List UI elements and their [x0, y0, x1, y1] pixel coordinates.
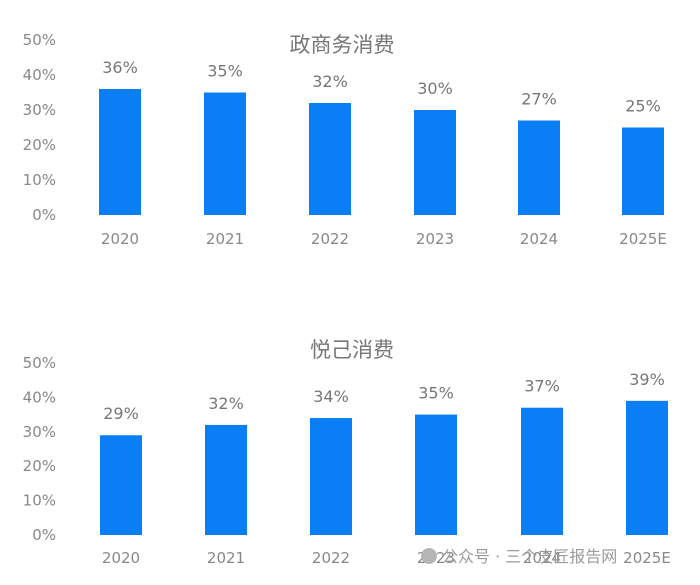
wechat-icon	[421, 548, 437, 564]
x-tick-label: 2022	[312, 549, 350, 567]
y-tick-label: 30%	[23, 101, 56, 119]
bar	[415, 414, 457, 535]
y-tick-label: 40%	[23, 66, 56, 84]
watermark: 公众号 · 三个皮匠报告网	[421, 547, 617, 566]
x-tick-label: 2025E	[623, 549, 671, 567]
data-label: 37%	[524, 377, 560, 396]
y-tick-label: 0%	[32, 206, 56, 224]
x-tick-label: 2020	[101, 230, 139, 248]
data-label: 35%	[207, 62, 243, 81]
watermark-text: 公众号 · 三个皮匠报告网	[442, 547, 617, 566]
y-tick-label: 50%	[23, 31, 56, 49]
data-label: 27%	[521, 90, 557, 109]
y-tick-label: 0%	[32, 526, 56, 544]
y-tick-label: 30%	[23, 423, 56, 441]
bar	[414, 110, 456, 215]
x-tick-label: 2022	[311, 230, 349, 248]
y-tick-label: 10%	[23, 492, 56, 510]
data-label: 25%	[625, 97, 661, 116]
y-tick-label: 20%	[23, 457, 56, 475]
chart-gov-business: 政商务消费 0% 10% 20% 30% 40% 50% 36% 2020 35% 2021 32%…	[23, 31, 667, 248]
data-label: 32%	[208, 394, 244, 413]
data-label: 29%	[103, 404, 139, 423]
bar	[310, 418, 352, 535]
x-tick-label: 2025E	[619, 230, 667, 248]
data-label: 39%	[629, 370, 665, 389]
chart-title: 政商务消费	[290, 33, 395, 57]
bar	[521, 407, 563, 535]
bar	[309, 103, 351, 215]
bar	[518, 120, 560, 215]
bar	[99, 89, 141, 215]
y-tick-label: 40%	[23, 388, 56, 406]
bar	[205, 424, 247, 535]
chart-title: 悦己消费	[310, 338, 394, 362]
bar	[100, 435, 142, 535]
data-label: 30%	[417, 79, 453, 98]
data-label: 32%	[312, 72, 348, 91]
bar	[622, 127, 664, 215]
y-tick-label: 10%	[23, 171, 56, 189]
data-label: 36%	[102, 58, 138, 77]
data-label: 35%	[418, 384, 454, 403]
x-tick-label: 2024	[523, 549, 561, 567]
x-tick-label: 2020	[102, 549, 140, 567]
x-tick-label: 2021	[206, 230, 244, 248]
y-tick-label: 50%	[23, 354, 56, 372]
data-label: 34%	[313, 387, 349, 406]
x-tick-label: 2024	[520, 230, 558, 248]
x-tick-label: 2021	[207, 549, 245, 567]
y-tick-label: 20%	[23, 136, 56, 154]
x-tick-label: 2023	[416, 230, 454, 248]
bar	[204, 92, 246, 215]
chart-self-pleasing: 悦己消费 0% 10% 20% 30% 40% 50% 29% 2020 32% 2021 34% 2…	[23, 338, 671, 567]
bar	[626, 400, 668, 535]
